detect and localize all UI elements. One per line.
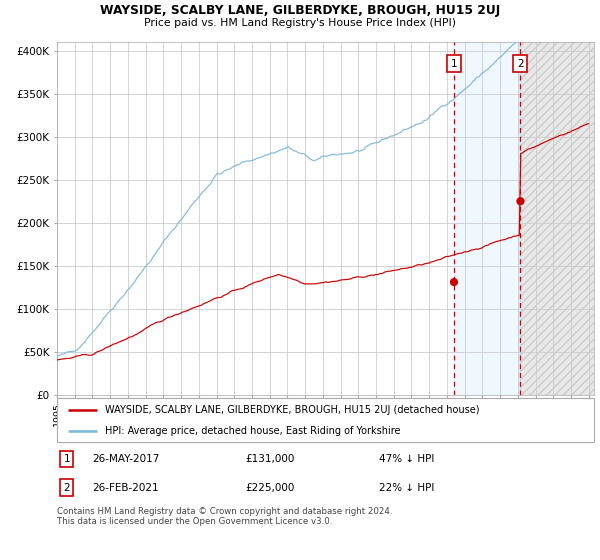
Text: WAYSIDE, SCALBY LANE, GILBERDYKE, BROUGH, HU15 2UJ (detached house): WAYSIDE, SCALBY LANE, GILBERDYKE, BROUGH… (106, 405, 480, 415)
Text: Price paid vs. HM Land Registry's House Price Index (HPI): Price paid vs. HM Land Registry's House … (144, 18, 456, 29)
Bar (520, 42, 598, 395)
Text: £131,000: £131,000 (245, 454, 295, 464)
Bar (520, 42, 598, 395)
Text: 26-FEB-2021: 26-FEB-2021 (92, 483, 158, 493)
Text: Contains HM Land Registry data © Crown copyright and database right 2024.
This d: Contains HM Land Registry data © Crown c… (57, 507, 392, 526)
Text: 22% ↓ HPI: 22% ↓ HPI (379, 483, 434, 493)
Text: WAYSIDE, SCALBY LANE, GILBERDYKE, BROUGH, HU15 2UJ: WAYSIDE, SCALBY LANE, GILBERDYKE, BROUGH… (100, 4, 500, 17)
Point (449, 278, 459, 287)
Point (515, 197, 525, 206)
Text: 26-MAY-2017: 26-MAY-2017 (92, 454, 159, 464)
Text: £225,000: £225,000 (245, 483, 295, 493)
Text: 47% ↓ HPI: 47% ↓ HPI (379, 454, 434, 464)
Text: 1: 1 (451, 58, 457, 68)
Text: 2: 2 (517, 58, 524, 68)
Bar (454, 42, 520, 395)
Text: 2: 2 (64, 483, 70, 493)
Text: 1: 1 (64, 454, 70, 464)
Text: HPI: Average price, detached house, East Riding of Yorkshire: HPI: Average price, detached house, East… (106, 426, 401, 436)
